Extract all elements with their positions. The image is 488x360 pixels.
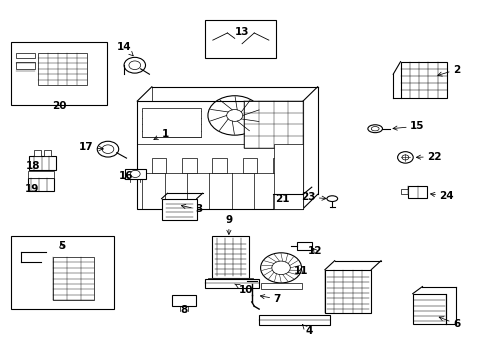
Bar xyxy=(272,158,287,173)
Text: 9: 9 xyxy=(225,215,232,234)
Text: 18: 18 xyxy=(26,161,41,171)
Bar xyxy=(297,242,311,250)
Bar xyxy=(137,101,303,209)
Text: 17: 17 xyxy=(79,142,103,152)
Text: 3: 3 xyxy=(181,204,202,215)
Bar xyxy=(53,257,94,300)
Bar xyxy=(412,294,445,324)
Text: 14: 14 xyxy=(117,42,133,56)
Bar xyxy=(16,62,35,69)
Text: 8: 8 xyxy=(180,305,187,315)
Text: 12: 12 xyxy=(307,246,322,256)
Bar xyxy=(27,171,54,178)
Bar xyxy=(208,278,252,284)
Bar xyxy=(16,53,35,58)
Bar xyxy=(152,158,166,173)
Bar xyxy=(27,178,54,192)
Bar xyxy=(142,108,200,137)
Text: 21: 21 xyxy=(275,194,289,204)
Bar xyxy=(11,235,114,309)
Bar xyxy=(29,156,56,170)
Circle shape xyxy=(97,141,119,157)
Bar xyxy=(273,144,303,209)
Bar xyxy=(242,158,257,173)
Bar xyxy=(212,158,226,173)
Bar xyxy=(11,42,106,105)
Text: 24: 24 xyxy=(429,191,453,201)
Bar xyxy=(34,150,41,156)
Text: 19: 19 xyxy=(24,184,39,194)
Bar xyxy=(407,186,427,198)
Bar xyxy=(182,158,196,173)
Text: 22: 22 xyxy=(416,152,441,162)
Text: 4: 4 xyxy=(302,324,312,336)
Text: 5: 5 xyxy=(58,241,65,251)
Text: 16: 16 xyxy=(119,171,133,181)
Text: 23: 23 xyxy=(300,192,325,202)
Text: 6: 6 xyxy=(438,317,460,329)
Text: 13: 13 xyxy=(234,27,248,37)
Text: 20: 20 xyxy=(52,101,66,111)
Bar xyxy=(205,21,276,58)
Bar xyxy=(259,315,329,325)
Bar xyxy=(43,150,51,156)
FancyBboxPatch shape xyxy=(173,296,194,305)
Bar xyxy=(400,189,407,194)
Text: 15: 15 xyxy=(392,121,424,131)
Bar xyxy=(325,270,370,313)
Bar xyxy=(125,168,145,179)
Text: 10: 10 xyxy=(234,284,253,295)
Bar xyxy=(161,199,196,220)
Bar xyxy=(260,283,301,289)
Bar xyxy=(172,295,195,306)
Bar xyxy=(400,62,446,98)
Bar xyxy=(205,279,259,288)
Bar xyxy=(38,53,87,85)
Text: 2: 2 xyxy=(437,64,460,76)
Bar xyxy=(244,101,303,148)
Text: 1: 1 xyxy=(154,129,168,140)
Text: 7: 7 xyxy=(260,294,281,304)
Text: 11: 11 xyxy=(293,266,307,276)
Bar xyxy=(212,236,248,278)
